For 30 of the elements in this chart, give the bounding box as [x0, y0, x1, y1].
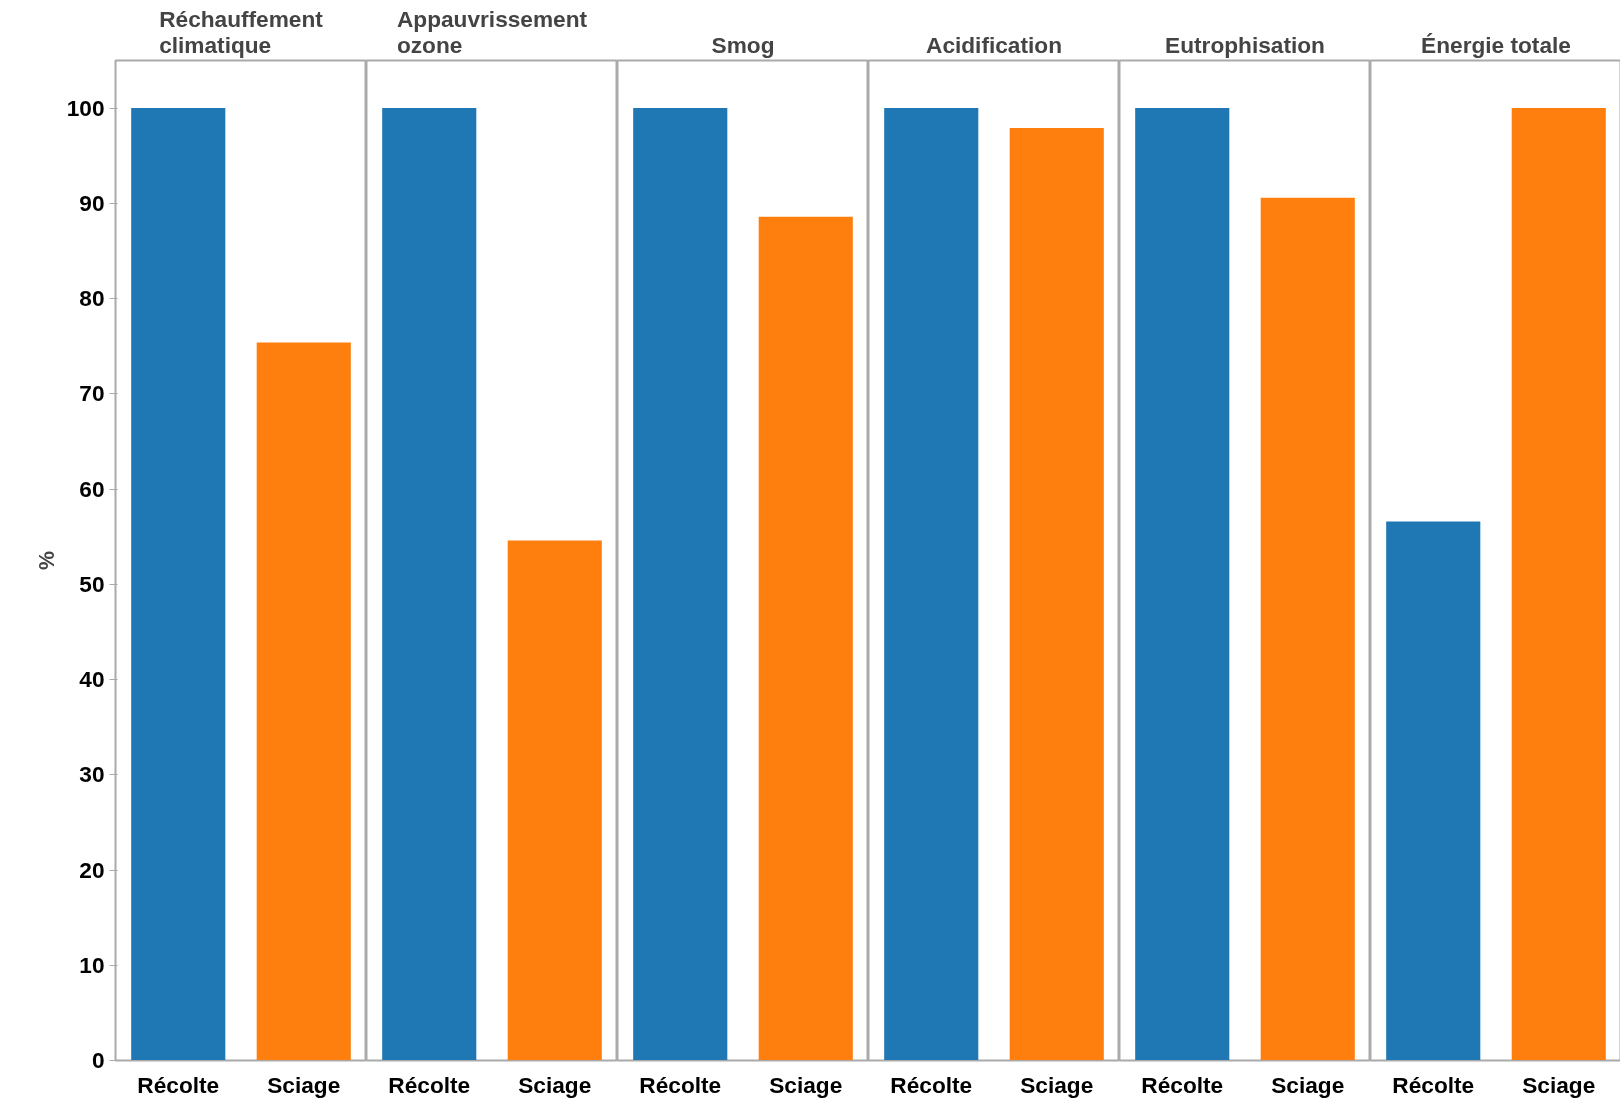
y-tick-label: 40: [79, 666, 105, 693]
chart-title: Eutrophisation: [1165, 31, 1325, 58]
chart-title: Acidification: [926, 31, 1062, 58]
chart-title: Réchauffement climatique: [159, 5, 324, 58]
x-tick-label: Récolte: [137, 1071, 220, 1098]
chart-title: Appauvrissement ozone: [396, 5, 588, 58]
x-tick-label: Sciage: [1271, 1071, 1345, 1098]
y-tick-label: 20: [79, 856, 105, 883]
x-tick-label: Récolte: [1392, 1071, 1475, 1098]
y-tick-label: 80: [79, 285, 105, 312]
y-tick-label: 50: [79, 570, 105, 597]
y-tick-label: 10: [79, 951, 105, 978]
y-axis-title: %: [34, 550, 59, 570]
y-tick-label: 100: [66, 94, 105, 121]
x-tick-label: Récolte: [1141, 1071, 1224, 1098]
x-tick-label: Sciage: [518, 1071, 592, 1098]
x-tick-label: Récolte: [890, 1071, 973, 1098]
x-tick-label: Récolte: [639, 1071, 722, 1098]
x-tick-label: Sciage: [1020, 1071, 1094, 1098]
chart-title: Énergie totale: [1421, 31, 1571, 58]
y-tick-label: 70: [79, 380, 105, 407]
x-tick-label: Sciage: [1522, 1071, 1596, 1098]
y-tick-label: 0: [91, 1047, 105, 1073]
x-tick-label: Sciage: [769, 1071, 843, 1098]
x-tick-label: Sciage: [267, 1071, 341, 1098]
y-tick-label: 90: [79, 189, 105, 216]
chart-title: Smog: [711, 31, 775, 58]
y-tick-label: 60: [79, 475, 105, 502]
y-tick-label: 30: [79, 761, 105, 788]
x-tick-label: Récolte: [388, 1071, 471, 1098]
